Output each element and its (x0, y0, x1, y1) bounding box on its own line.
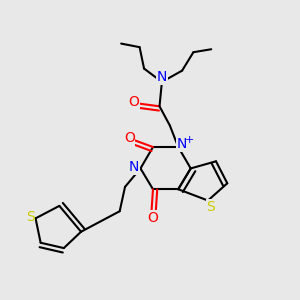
Text: N: N (157, 70, 167, 85)
Text: N: N (177, 137, 187, 151)
Text: O: O (124, 131, 135, 145)
Text: O: O (128, 95, 139, 110)
Text: S: S (207, 200, 215, 214)
Text: N: N (129, 160, 139, 174)
Text: +: + (185, 136, 194, 146)
Text: O: O (147, 211, 158, 225)
Text: S: S (26, 211, 34, 224)
